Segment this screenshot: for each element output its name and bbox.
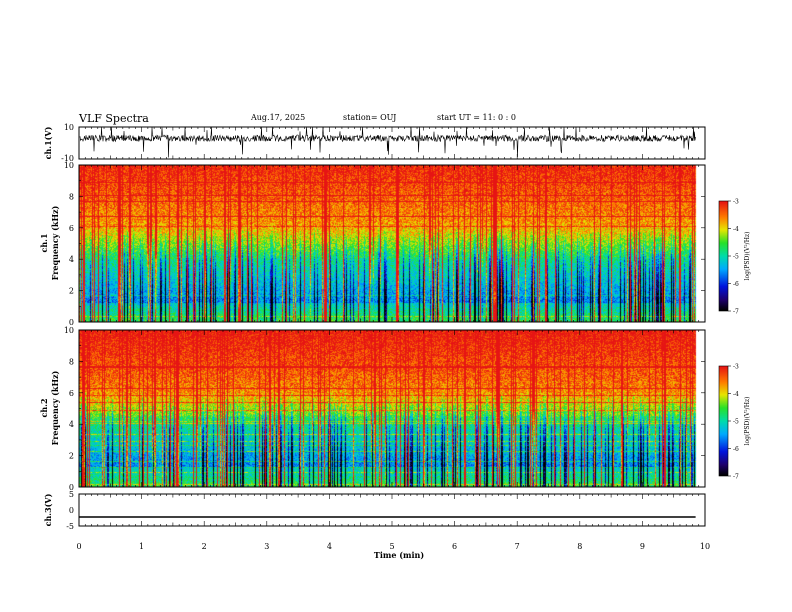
- colorbar-tick-label: -6: [733, 281, 739, 288]
- ch1-colorbar-gradient: [719, 201, 728, 311]
- ch1-colorbar: -3 -4 -5 -6 -7 log(PSD)(V²/Hz): [718, 199, 751, 316]
- frequency-tick-label: 8: [69, 357, 74, 366]
- ch2-colorbar-ticks: -3 -4 -5 -6 -7: [728, 364, 739, 481]
- ch1-colorbar-ticks: -3 -4 -5 -6 -7: [728, 199, 739, 316]
- ch1-waveform-panel: 10 -10 ch.1(V): [43, 123, 706, 163]
- time-tick-label: 10: [700, 542, 710, 551]
- time-tick-labels: 0 1 2 3 4 5 6 7 8 9 10: [76, 542, 710, 551]
- frequency-tick-label: 6: [69, 224, 74, 233]
- colorbar-tick-label: -3: [733, 199, 739, 206]
- start-time-label: start UT = 11: 0 : 0: [437, 113, 516, 122]
- ch1-spectrogram-heatmap: [79, 165, 705, 322]
- time-tick-label: 9: [640, 542, 645, 551]
- colorbar-tick-label: -5: [733, 419, 739, 426]
- time-tick-label: 1: [139, 542, 144, 551]
- frequency-tick-label: 8: [69, 192, 74, 201]
- colorbar-tick-label: -4: [733, 391, 739, 398]
- ch2-colorbar: -3 -4 -5 -6 -7 log(PSD)(V²/Hz): [718, 364, 751, 481]
- ch1-waveform-ylabel: ch.1(V): [43, 126, 53, 159]
- ch2-spectrogram-yticks: 0 2 4 6 8 10: [64, 326, 705, 492]
- frequency-tick-label: 10: [64, 326, 74, 335]
- ch3-waveform-ylabel: ch.3(V): [43, 493, 53, 526]
- ch3-waveform-panel: 5 0 -5 ch.3(V): [43, 490, 706, 531]
- station-label: station= OUJ: [343, 113, 397, 122]
- frequency-tick-label: 0: [69, 318, 74, 327]
- frequency-tick-label: 4: [69, 420, 74, 429]
- time-tick-label: 7: [515, 542, 520, 551]
- ch3-ytick-bottom: -5: [66, 522, 74, 531]
- ch3-ytick-top: 5: [69, 490, 74, 499]
- ch3-ytick-mid: 0: [69, 506, 74, 515]
- time-tick-label: 5: [389, 542, 394, 551]
- frequency-tick-label: 6: [69, 389, 74, 398]
- time-tick-label: 8: [577, 542, 582, 551]
- colorbar-tick-label: -6: [733, 446, 739, 453]
- frequency-tick-label: 2: [69, 452, 74, 461]
- colorbar-tick-label: -4: [733, 226, 739, 233]
- frequency-tick-label: 10: [64, 161, 74, 170]
- ch2-colorbar-gradient: [719, 366, 728, 476]
- ch1-ytick-bottom: -10: [61, 154, 74, 163]
- colorbar-tick-label: -7: [733, 474, 739, 481]
- ch1-colorbar-label: log(PSD)(V²/Hz): [744, 232, 751, 281]
- frequency-tick-label: 4: [69, 255, 74, 264]
- ch1-spectrogram-ylabel-channel: ch.1: [39, 233, 49, 252]
- ch2-spectrogram-ylabel: Frequency (kHz): [50, 370, 60, 445]
- ch1-spectrogram-ylabel: Frequency (kHz): [50, 205, 60, 280]
- time-tick-label: 3: [264, 542, 269, 551]
- time-tick-label: 2: [202, 542, 207, 551]
- figure-title: VLF Spectra: [79, 112, 149, 125]
- ch1-waveform-path: [79, 126, 696, 158]
- ch1-waveform-trace: [79, 126, 696, 158]
- frequency-tick-label: 2: [69, 287, 74, 296]
- colorbar-tick-label: -5: [733, 254, 739, 261]
- time-axis-label: Time (min): [374, 550, 424, 560]
- ch2-spectrogram-ylabel-channel: ch.2: [39, 398, 49, 417]
- time-tick-label: 0: [76, 542, 81, 551]
- date-label: Aug.17, 2025: [251, 113, 306, 122]
- time-ticks: [78, 127, 706, 526]
- ch2-spectrogram-heatmap: [79, 330, 705, 487]
- colorbar-tick-label: -7: [733, 309, 739, 316]
- ch2-colorbar-label: log(PSD)(V²/Hz): [744, 397, 751, 446]
- ch1-spectrogram-panel: 0 2 4 6 8 10 ch.1 Frequency (kHz): [39, 161, 706, 327]
- ch2-spectrogram-panel: 0 2 4 6 8 10 ch.2 Frequency (kHz): [39, 326, 706, 492]
- ch1-spectrogram-yticks: 0 2 4 6 8 10: [64, 161, 705, 327]
- colorbar-tick-label: -3: [733, 364, 739, 371]
- ch1-ytick-top: 10: [64, 123, 74, 132]
- frequency-tick-label: 0: [69, 483, 74, 492]
- time-tick-label: 4: [327, 542, 332, 551]
- time-tick-label: 6: [452, 542, 457, 551]
